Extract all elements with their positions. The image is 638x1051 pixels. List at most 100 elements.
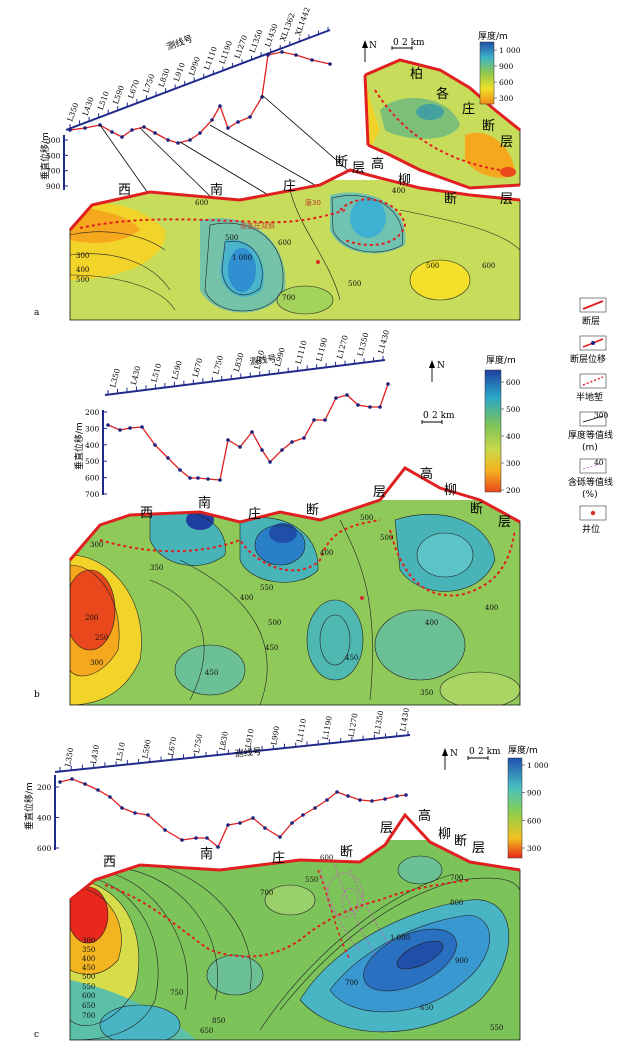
line-label: L1190 <box>217 39 234 65</box>
line-label: L670 <box>126 78 141 99</box>
profile-point <box>140 425 144 429</box>
profile-point <box>294 53 298 57</box>
profile-point <box>70 777 74 781</box>
contour-label: 850 <box>212 1017 225 1025</box>
svg-text:(%): (%) <box>582 490 598 500</box>
colorbar <box>479 41 495 105</box>
profile-point <box>313 806 317 810</box>
profile-point <box>198 131 202 135</box>
contour-label: 500 <box>82 973 95 981</box>
profile-point <box>368 405 372 409</box>
line-label: L750 <box>192 733 204 754</box>
profile-point <box>260 448 264 452</box>
line-label: L1270 <box>335 334 350 360</box>
colorbar <box>507 757 523 859</box>
colorbar-tick: 900 <box>527 789 542 798</box>
fault-char: 层 <box>352 161 365 176</box>
line-label: L430 <box>81 96 96 117</box>
colorbar-tick: 400 <box>506 432 521 441</box>
line-label: L590 <box>170 359 184 380</box>
profile-point <box>280 50 284 54</box>
legend: 断层 断层位移 半地堑 300 厚度等值线 (m) 40 含砾等值线 (%) <box>568 297 613 535</box>
profile-point <box>196 476 200 480</box>
profile-point <box>404 793 408 797</box>
contour-label: 350 <box>420 689 433 697</box>
axis-label: 测线号 <box>249 352 277 368</box>
profile-point <box>178 468 182 472</box>
profile-point <box>128 426 132 430</box>
axis-ticks <box>69 27 329 128</box>
colorbar-tick: 600 <box>527 816 542 825</box>
axis-label: 测线号 <box>234 745 262 760</box>
well-icon <box>590 510 596 516</box>
svg-text:2 km: 2 km <box>432 411 455 421</box>
line-number-axis <box>65 29 331 131</box>
profile-point <box>176 141 180 145</box>
contour-label: 400 <box>82 955 95 963</box>
contour-label: 500 <box>225 234 238 242</box>
line-labels: L350 L430 L510 L590 L670 L750 L830 L910 L990 L111… <box>63 707 411 767</box>
contour-label: 650 <box>82 1002 95 1010</box>
profile-point <box>142 125 146 129</box>
north-arrow: N <box>429 360 445 382</box>
profile-point <box>278 835 282 839</box>
scale-bar: 0 2 km <box>391 38 425 50</box>
fault-char: 西 <box>140 506 153 521</box>
annotation-tang30: 唐30 <box>305 198 321 207</box>
profile-point <box>312 418 316 422</box>
profile-point <box>356 403 360 407</box>
contour-label: 550 <box>490 1024 503 1032</box>
contour-label: 400 <box>425 619 438 627</box>
fault-char: 庄 <box>283 178 296 194</box>
profile-point <box>345 393 349 397</box>
contour-label: 600 <box>278 239 291 247</box>
vd-label: 垂直位移/m <box>39 132 51 180</box>
contour-label: 500 <box>360 514 373 522</box>
colorbar-tick: 900 <box>499 62 514 71</box>
fault-char: 断 <box>340 845 353 860</box>
contour-label: 450 <box>205 669 218 677</box>
fault-char: 断 <box>444 192 457 207</box>
profile-point <box>163 828 167 832</box>
colorbar-tick: 1 000 <box>499 46 521 55</box>
vertical-displacement-axis: 300 500 700 900 <box>46 136 68 191</box>
fault-char: 庄 <box>462 101 475 117</box>
line-label: L750 <box>141 73 156 94</box>
profile-point <box>110 130 114 134</box>
north-arrow: N <box>442 748 458 770</box>
vd-tick: 600 <box>37 844 52 853</box>
contour-label: 700 <box>82 1012 95 1020</box>
contour-label: 450 <box>82 964 95 972</box>
profile-point <box>358 798 362 802</box>
profile-point <box>238 445 242 449</box>
profile-point <box>120 135 124 139</box>
contour-label: 500 <box>348 280 361 288</box>
svg-text:300: 300 <box>594 411 609 420</box>
svg-text:40: 40 <box>594 458 604 467</box>
line-label: L430 <box>89 744 101 765</box>
profile-point <box>395 794 399 798</box>
colorbar-tick: 500 <box>506 405 521 414</box>
fault-char: 南 <box>198 495 211 511</box>
line-label: L350 <box>108 367 122 388</box>
profile-point <box>346 794 350 798</box>
contour-label: 500 <box>76 276 89 284</box>
contour-label: 200 <box>85 614 98 622</box>
profile-point <box>58 780 62 784</box>
profile-point <box>378 405 382 409</box>
contour-label: 500 <box>380 534 393 542</box>
contour-label: 450 <box>345 654 358 662</box>
displacement-profile <box>59 778 407 849</box>
colorbar-ticks: 1 000 900 600 300 <box>522 761 549 853</box>
profile-point <box>210 118 214 122</box>
fault-char: 层 <box>472 841 485 856</box>
half-graben-icon <box>582 376 604 386</box>
line-label: L990 <box>269 725 281 746</box>
line-label: L1430 <box>263 22 280 48</box>
contour-label: 450 <box>265 644 278 652</box>
profile-point <box>335 790 339 794</box>
fault-char: 南 <box>200 846 213 862</box>
contour-label: 300 <box>76 252 89 260</box>
profile-point <box>133 811 137 815</box>
colorbar-tick: 300 <box>499 94 514 103</box>
